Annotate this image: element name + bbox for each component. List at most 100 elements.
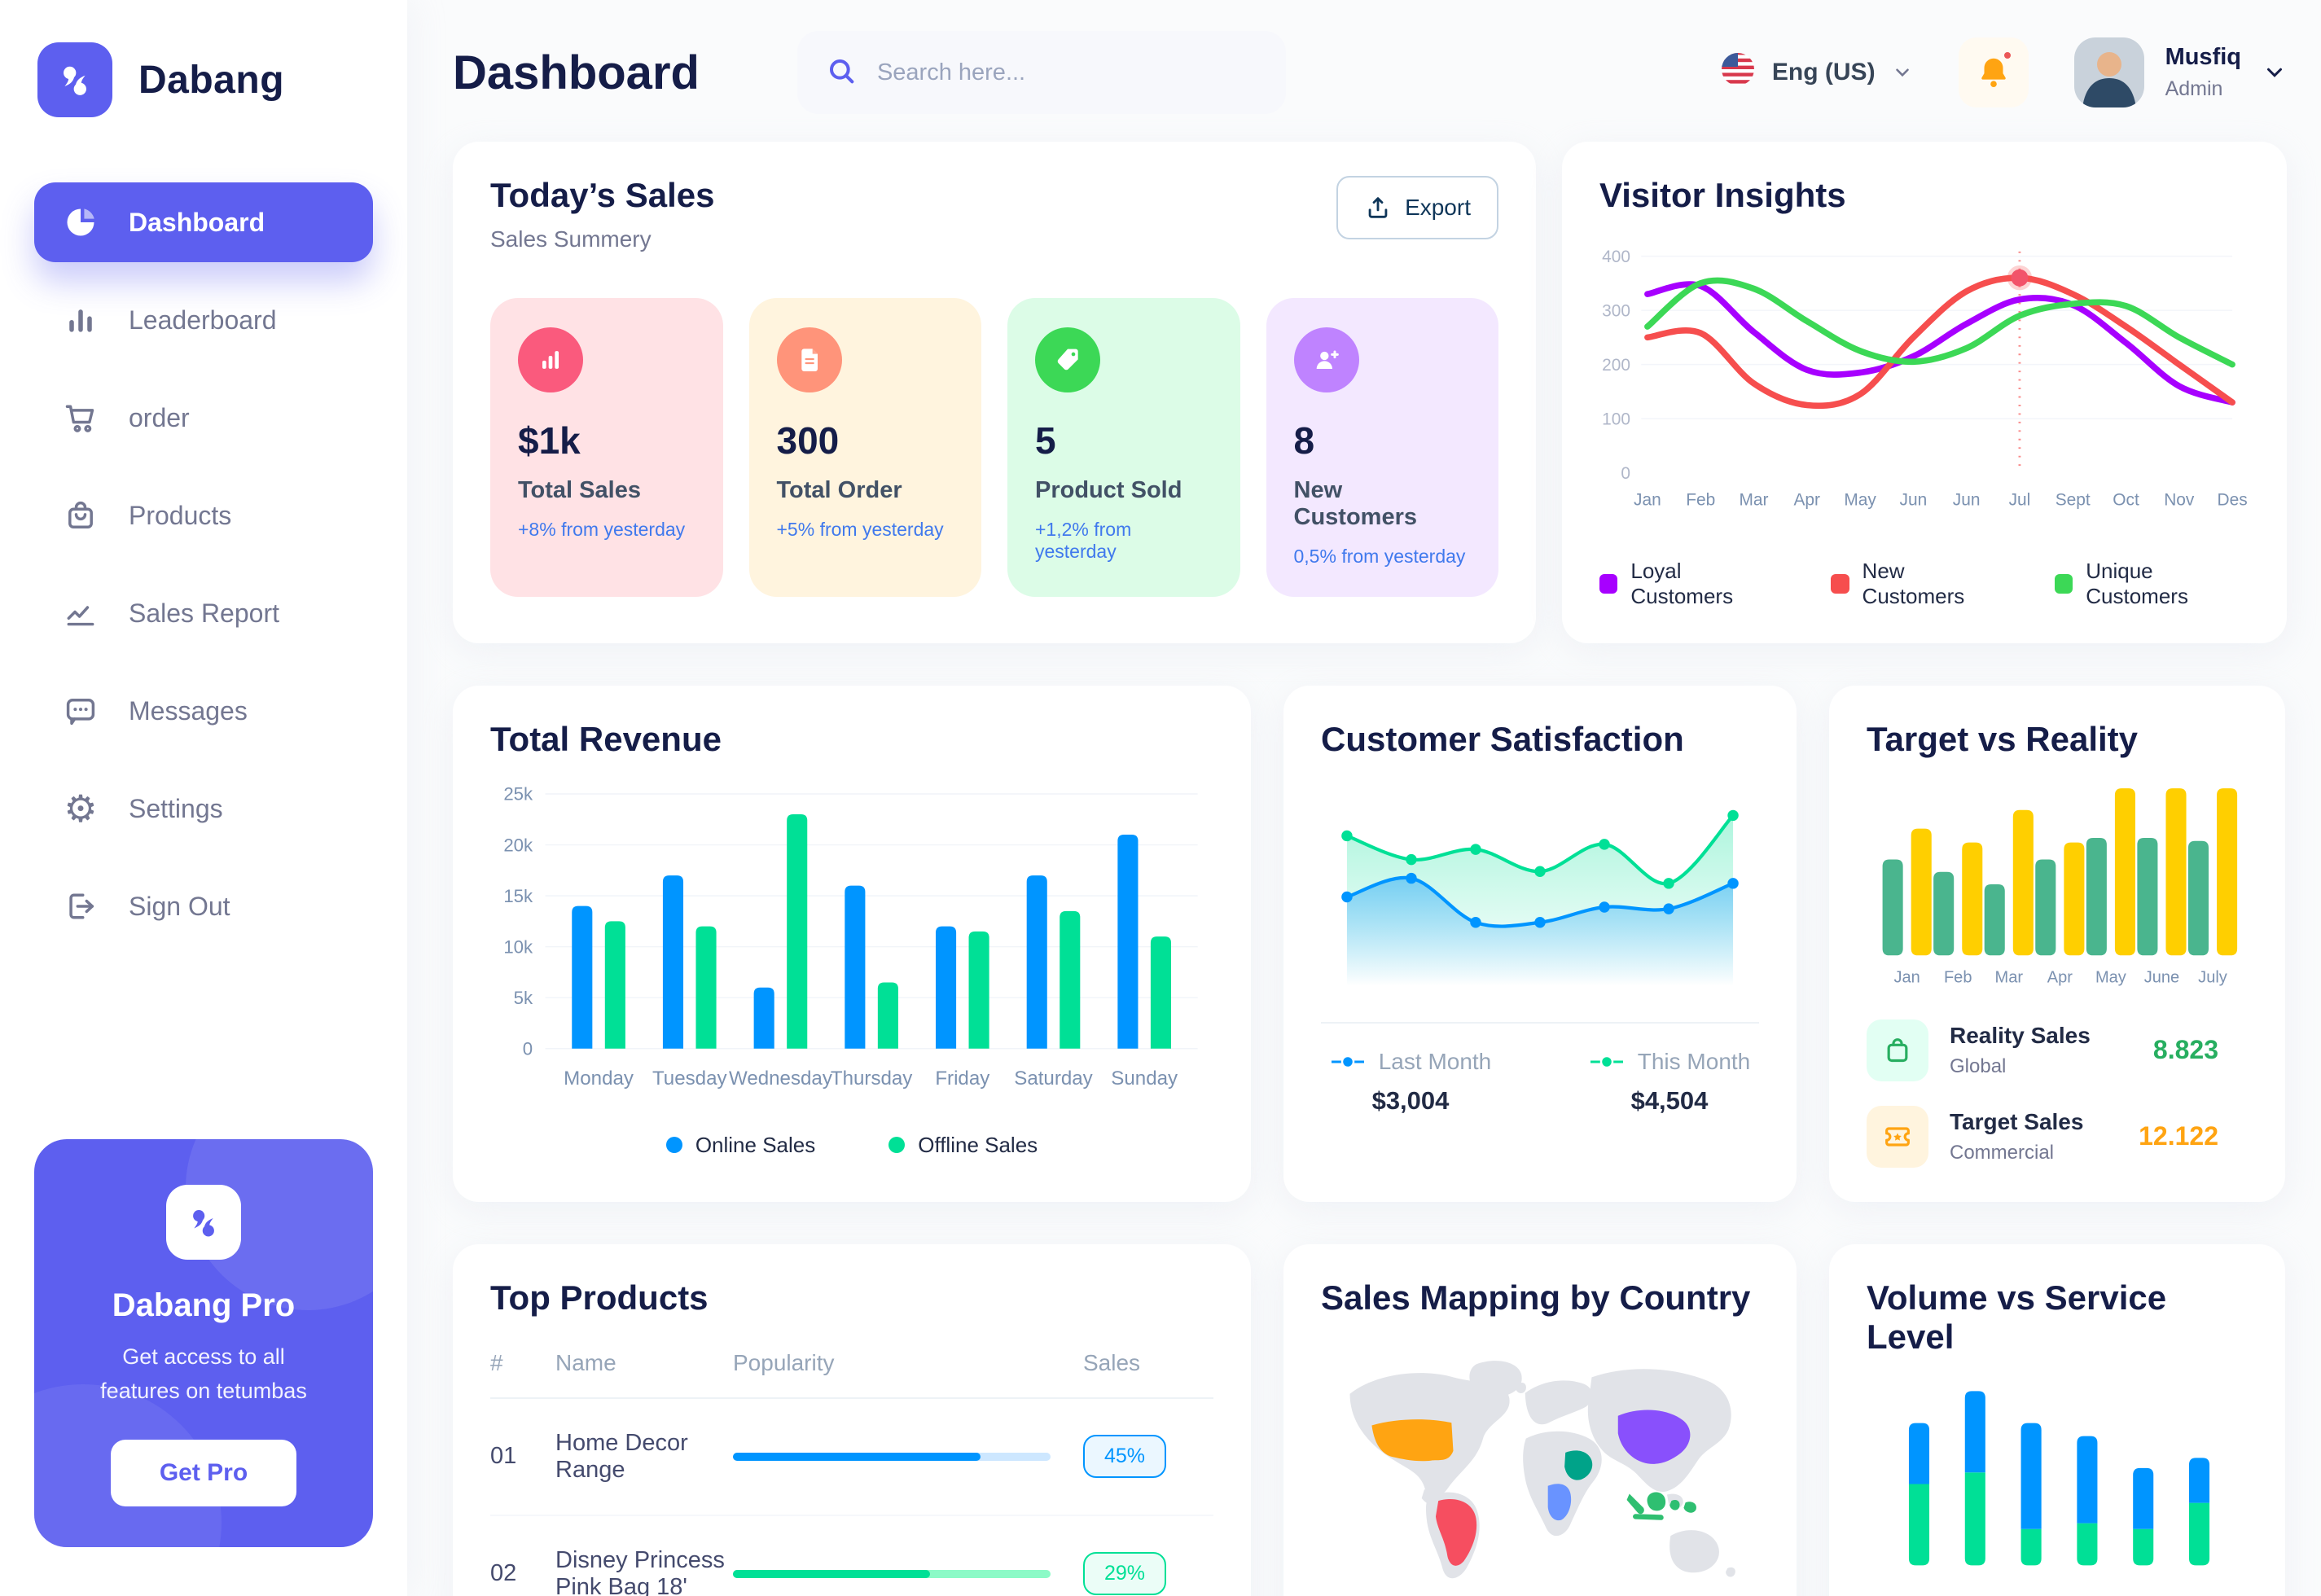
legend-item: This Month $4,504 [1576, 1049, 1763, 1116]
legend-label: Offline Sales [918, 1132, 1038, 1157]
sidebar-item-label: Sign Out [129, 891, 230, 921]
sidebar-item-order[interactable]: order [34, 378, 373, 458]
legend-item-reality-sales: Reality Sales Global 8.823 [1867, 1019, 2248, 1081]
sales-mapping-title: Sales Mapping by Country [1321, 1278, 1751, 1317]
bar-chart-icon [62, 301, 99, 339]
target-vs-reality-title: Target vs Reality [1867, 720, 2139, 758]
legend-label: This Month [1637, 1049, 1751, 1075]
svg-text:Thursday: Thursday [831, 1068, 913, 1090]
map-country-congo [1547, 1484, 1572, 1520]
map-country-indonesia-java [1633, 1513, 1664, 1520]
export-label: Export [1405, 195, 1471, 220]
user-info: Musfiq Admin [2165, 44, 2241, 101]
map-country-indonesia-sulawesi [1669, 1499, 1680, 1510]
tag-icon [1035, 327, 1100, 392]
top-products-header: # Name Popularity Sales [490, 1350, 1213, 1399]
legend-line-dot-icon [1331, 1055, 1364, 1069]
target-vs-reality-legend: Reality Sales Global 8.823 Target Sales … [1867, 1019, 2248, 1168]
user-menu[interactable]: Musfiq Admin [2073, 37, 2287, 107]
legend-label: Unique Customers [2086, 559, 2188, 608]
total-revenue-chart: 0 5k 10k 15k 20k 25k Monday Tuesday WednesdayThu… [503, 784, 1198, 1090]
stat-delta: +8% from yesterday [518, 519, 686, 540]
stat-cards: $1k Total Sales +8% from yesterday 300 T… [490, 298, 1498, 597]
export-button[interactable]: Export [1336, 176, 1498, 239]
world-map [1349, 1360, 1735, 1579]
sidebar-item-messages[interactable]: Messages [34, 671, 373, 751]
stat-label: New Customers [1293, 477, 1418, 530]
svg-text:Oct: Oct [2113, 491, 2139, 510]
notifications-button[interactable] [1958, 37, 2029, 107]
sales-badge: 45% [1083, 1435, 1167, 1479]
top-products-rows: 01 Home Decor Range 45% 02 Disney Princes… [490, 1399, 1213, 1596]
stat-card-total-sales: $1k Total Sales +8% from yesterday [490, 298, 723, 597]
svg-text:Apr: Apr [1794, 491, 1821, 510]
svg-text:May: May [1844, 491, 1876, 510]
svg-text:June: June [2144, 969, 2179, 987]
legend-item: Unique Customers [2054, 559, 2249, 609]
todays-sales-card: Today’s Sales Sales Summery Export $1k T… [453, 142, 1536, 643]
map-europe [1525, 1380, 1593, 1425]
svg-text:100: 100 [1602, 410, 1630, 429]
legend-dot [888, 1137, 906, 1154]
table-row-02: 02 Disney Princess Pink Bag 18' 29% [490, 1516, 1213, 1596]
visitor-insights-card: Visitor Insights 0 100 200 300 400 Jan Feb Mar A… [1562, 142, 2287, 643]
avatar [2073, 37, 2144, 107]
sidebar-item-leaderboard[interactable]: Leaderboard [34, 280, 373, 360]
sales-badge: 29% [1083, 1552, 1167, 1596]
sign-out-icon [62, 888, 99, 925]
search-box [796, 31, 1286, 114]
product-rank: 02 [490, 1560, 517, 1587]
export-icon [1368, 197, 1388, 218]
svg-text:15k: 15k [503, 886, 533, 906]
svg-text:Nov: Nov [2164, 491, 2195, 510]
svg-text:Sept: Sept [2056, 491, 2091, 510]
map-africa [1523, 1431, 1602, 1536]
stat-card-total-order: 300 Total Order +5% from yesterday [748, 298, 981, 597]
stat-card-product-sold: 5 Product Sold +1,2% from yesterday [1007, 298, 1240, 597]
svg-text:200: 200 [1602, 356, 1630, 375]
customer-satisfaction-card: Customer Satisfaction Last Month $3,004 … [1283, 686, 1797, 1202]
sidebar-item-sales-report[interactable]: Sales Report [34, 573, 373, 653]
search-input[interactable] [876, 59, 1258, 86]
sidebar-item-dashboard[interactable]: Dashboard [34, 182, 373, 262]
svg-text:Mar: Mar [1995, 969, 2024, 987]
todays-sales-subtitle: Sales Summery [490, 226, 652, 252]
col-sales: Sales [1083, 1349, 1141, 1375]
language-selector[interactable]: Eng (US) [1720, 51, 1913, 94]
us-flag-icon [1720, 51, 1756, 94]
todays-sales-title: Today’s Sales [490, 176, 715, 214]
popularity-fill [733, 1569, 930, 1578]
product-name: Home Decor Range [555, 1429, 688, 1483]
svg-text:Wednesday: Wednesday [729, 1068, 832, 1090]
product-name: Disney Princess Pink Bag 18' [555, 1546, 725, 1596]
order-file-icon [776, 327, 842, 392]
table-row-01: 01 Home Decor Range 45% [490, 1399, 1213, 1516]
sidebar-item-products[interactable]: Products [34, 476, 373, 555]
notification-badge [2000, 49, 2014, 62]
svg-text:Tuesday: Tuesday [652, 1068, 727, 1090]
sidebar-item-sign-out[interactable]: Sign Out [34, 866, 373, 946]
svg-text:Jan: Jan [1894, 969, 1920, 987]
volume-service-title: Volume vs Service Level [1867, 1278, 2167, 1356]
new-customer-icon [1293, 327, 1359, 392]
get-pro-button[interactable]: Get Pro [110, 1440, 297, 1506]
user-name: Musfiq [2165, 44, 2241, 70]
stat-delta: +5% from yesterday [776, 519, 944, 540]
pie-chart-icon [62, 204, 99, 241]
legend-label: Loyal Customers [1630, 559, 1734, 608]
legend-label: Reality Sales [1950, 1022, 2091, 1048]
legend-dot [665, 1137, 682, 1154]
svg-text:Jul: Jul [2009, 491, 2031, 510]
legend-sublabel: Commercial [1950, 1141, 2055, 1164]
legend-label: Last Month [1378, 1049, 1492, 1075]
volume-service-chart [1908, 1391, 2210, 1566]
map-country-brazil [1435, 1498, 1477, 1566]
sidebar-item-settings[interactable]: ⚙ Settings [34, 769, 373, 848]
map-australia [1669, 1529, 1719, 1573]
message-icon [62, 692, 99, 730]
sidebar-item-label: Sales Report [129, 598, 279, 628]
legend-label: New Customers [1862, 559, 1965, 608]
svg-text:Jun: Jun [1953, 491, 1981, 510]
svg-text:10k: 10k [503, 936, 533, 957]
legend-total: $4,504 [1630, 1086, 1709, 1116]
